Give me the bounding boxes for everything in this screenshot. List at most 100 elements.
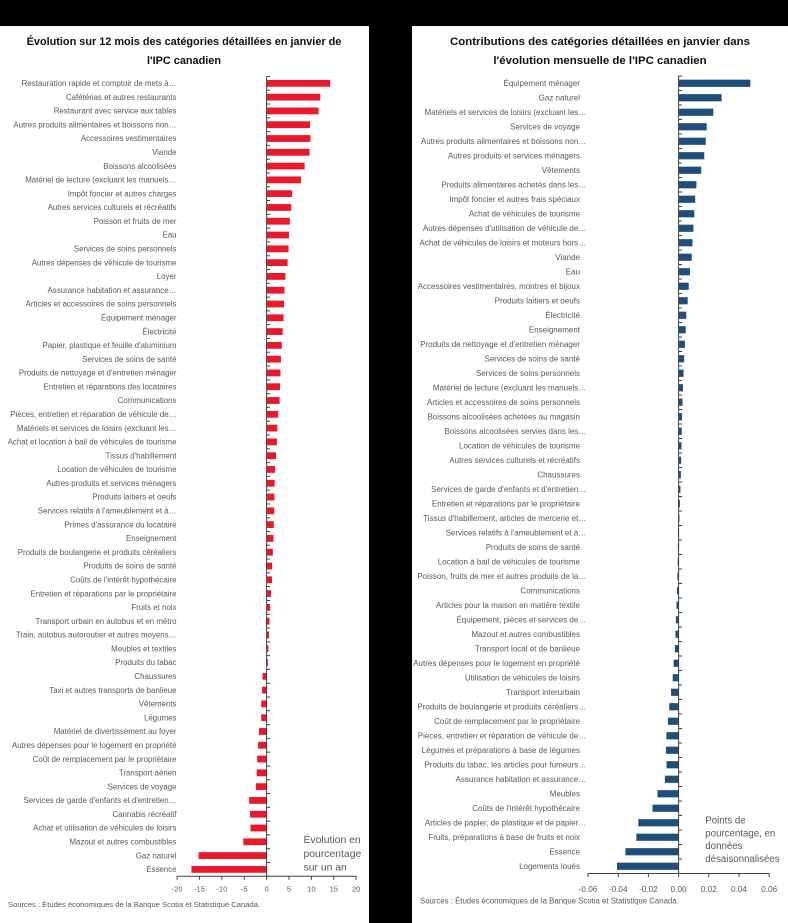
svg-text:Services de garde d'enfants et: Services de garde d'enfants et d'entreti… (431, 485, 586, 494)
svg-text:Autres services culturels et r: Autres services culturels et récréatifs (48, 203, 177, 212)
svg-text:Autres produits et services mé: Autres produits et services ménagers (46, 479, 176, 488)
svg-text:Transport interurbain: Transport interurbain (506, 688, 580, 697)
svg-text:Services de soins personnels: Services de soins personnels (74, 245, 177, 254)
svg-text:Poisson et fruits de mer: Poisson et fruits de mer (94, 217, 177, 226)
svg-text:-10: -10 (216, 884, 227, 893)
svg-text:Entretien et réparations par l: Entretien et réparations par le propriét… (30, 589, 177, 598)
svg-text:-0.06: -0.06 (579, 885, 598, 894)
svg-text:Pièces, entretien et réparatio: Pièces, entretien et réparation de véhic… (418, 732, 587, 741)
svg-text:Viande: Viande (152, 148, 177, 157)
svg-text:Achat et location à bail de vé: Achat et location à bail de véhicules de… (8, 438, 177, 447)
svg-text:Articles pour la maison en mat: Articles pour la maison en matière texti… (436, 601, 581, 610)
svg-text:Loyer: Loyer (157, 272, 177, 281)
svg-text:0.02: 0.02 (701, 885, 717, 894)
svg-text:Services de voyage: Services de voyage (510, 123, 580, 132)
svg-text:Achat de véhicules de loisirs: Achat de véhicules de loisirs et moteurs… (420, 239, 587, 248)
svg-text:Cafétérias et autres restauran: Cafétérias et autres restaurants (66, 93, 177, 102)
svg-text:Articles de papier, de plastiq: Articles de papier, de plastique et de p… (425, 819, 586, 828)
svg-text:Matériels et services de loisi: Matériels et services de loisirs (exclua… (17, 424, 177, 433)
svg-text:Électricité: Électricité (142, 327, 177, 336)
svg-text:Produits de boulangerie et pro: Produits de boulangerie et produits céré… (18, 548, 177, 557)
svg-text:Fruits, préparations à base de: Fruits, préparations à base de fruits et… (428, 833, 580, 842)
svg-text:Mazout et autres combustibles: Mazout et autres combustibles (69, 838, 176, 847)
svg-text:Équipement ménager: Équipement ménager (504, 79, 581, 88)
svg-text:Autres produits alimentaires e: Autres produits alimentaires et boissons… (421, 137, 586, 146)
svg-text:Meubles et textiles: Meubles et textiles (111, 644, 176, 653)
svg-text:Évolution en: Évolution en (304, 833, 361, 846)
svg-text:Services relatifs à l'ameublem: Services relatifs à l'ameublement et à… (446, 529, 587, 538)
svg-text:Points de: Points de (705, 815, 745, 826)
svg-text:Entretien et réparations par l: Entretien et réparations par le propriét… (432, 500, 581, 509)
svg-text:Logements loués: Logements loués (519, 862, 580, 871)
svg-text:Impôt foncier et autres frais: Impôt foncier et autres frais spéciaux (449, 195, 580, 204)
svg-text:Produits de nettoyage et d'ent: Produits de nettoyage et d'entretien mén… (19, 369, 177, 378)
svg-text:Enseignement: Enseignement (126, 534, 177, 543)
svg-text:Équipement ménager: Équipement ménager (101, 313, 177, 322)
svg-text:Coûts de l'intérêt hypothécair: Coûts de l'intérêt hypothécaire (70, 575, 177, 584)
svg-text:désaisonnalisées: désaisonnalisées (705, 854, 779, 865)
svg-text:Location à bail de véhicules d: Location à bail de véhicules de tourisme (438, 558, 581, 567)
svg-text:0: 0 (265, 884, 269, 893)
svg-text:Matériel de lecture (excluant: Matériel de lecture (excluant les manuel… (25, 176, 176, 185)
svg-text:Gaz naturel: Gaz naturel (539, 94, 581, 103)
svg-text:Achat et utilisation de véhicu: Achat et utilisation de véhicules de loi… (33, 824, 176, 833)
svg-text:Sources : Études économiques d: Sources : Études économiques de la Banqu… (420, 897, 679, 906)
svg-text:Matériel de lecture (excluant: Matériel de lecture (excluant les manuel… (433, 384, 586, 393)
svg-text:Services de voyage: Services de voyage (108, 782, 177, 791)
svg-text:Enseignement: Enseignement (529, 326, 581, 335)
svg-text:Location de véhicules de touri: Location de véhicules de tourisme (57, 465, 177, 474)
svg-text:Produits de boulangerie et pro: Produits de boulangerie et produits céré… (417, 703, 586, 712)
svg-text:Communications: Communications (520, 587, 580, 596)
svg-text:l'évolution mensuelle de l'IPC: l'évolution mensuelle de l'IPC canadien (493, 55, 706, 67)
svg-text:Transport local et de banlieue: Transport local et de banlieue (475, 645, 581, 654)
svg-text:20: 20 (352, 884, 360, 893)
svg-text:Coûts de l'intérêt hypothécair: Coûts de l'intérêt hypothécaire (472, 804, 580, 813)
svg-text:Fruits et noix: Fruits et noix (131, 603, 176, 612)
svg-text:Communications: Communications (118, 396, 177, 405)
svg-text:Légumes et préparations à base: Légumes et préparations à base de légume… (422, 746, 580, 755)
svg-text:Taxi et autres transports de b: Taxi et autres transports de banlieue (49, 686, 177, 695)
svg-text:Électricité: Électricité (545, 311, 580, 320)
svg-text:15: 15 (330, 884, 338, 893)
svg-text:Chaussures: Chaussures (134, 672, 176, 681)
svg-text:Pièces, entretien et réparatio: Pièces, entretien et réparation de véhic… (10, 410, 176, 419)
svg-text:Services de soins de santé: Services de soins de santé (484, 355, 580, 364)
svg-text:Produits de soins de santé: Produits de soins de santé (84, 562, 178, 571)
svg-text:Entretien et réparations des l: Entretien et réparations des locataires (44, 382, 177, 391)
svg-text:Gaz naturel: Gaz naturel (136, 851, 177, 860)
svg-text:0.06: 0.06 (761, 885, 777, 894)
svg-text:Boissons alcoolisées: Boissons alcoolisées (103, 162, 176, 171)
svg-text:Produits du tabac: Produits du tabac (115, 658, 176, 667)
svg-text:Vêtements: Vêtements (139, 700, 177, 709)
svg-text:Produits de nettoyage et d'ent: Produits de nettoyage et d'entretien mén… (420, 340, 580, 349)
svg-text:Légumes: Légumes (144, 713, 177, 722)
svg-text:Eau: Eau (162, 231, 176, 240)
svg-text:-20: -20 (172, 884, 183, 893)
svg-text:Services de garde d'enfants et: Services de garde d'enfants et d'entreti… (23, 796, 176, 805)
svg-text:Autres dépenses pour le logeme: Autres dépenses pour le logement en prop… (12, 741, 177, 750)
svg-text:Autres produits et services mé: Autres produits et services ménagers (448, 152, 580, 161)
svg-text:Essence: Essence (549, 848, 580, 857)
svg-text:Mazout et autres combustibles: Mazout et autres combustibles (472, 630, 581, 639)
svg-text:Tissus d'habillement: Tissus d'habillement (106, 451, 178, 460)
svg-text:Produits laitiers et oeufs: Produits laitiers et oeufs (495, 297, 580, 306)
svg-text:Achat de véhicules de tourisme: Achat de véhicules de tourisme (469, 210, 581, 219)
svg-text:Autres dépenses pour le logeme: Autres dépenses pour le logement en prop… (413, 659, 580, 668)
svg-text:Produits alimentaires achetés: Produits alimentaires achetés dans les… (441, 181, 586, 190)
svg-text:Cannabis récréatif: Cannabis récréatif (112, 810, 177, 819)
svg-text:Services relatifs à l'ameublem: Services relatifs à l'ameublement et à… (38, 507, 177, 516)
svg-text:Eau: Eau (566, 268, 580, 277)
svg-text:Essence: Essence (146, 865, 177, 874)
svg-text:Transport urbain en autobus et: Transport urbain en autobus et en métro (36, 617, 178, 626)
svg-text:Autres dépenses d'utilisation: Autres dépenses d'utilisation de véhicul… (423, 224, 586, 233)
svg-text:Articles et accessoires de soi: Articles et accessoires de soins personn… (427, 398, 580, 407)
svg-text:Accessoires vestimentaires, mo: Accessoires vestimentaires, montres et b… (418, 282, 580, 291)
svg-text:Coût de remplacement par le pr: Coût de remplacement par le propriétaire (434, 717, 580, 726)
svg-text:l'IPC canadien: l'IPC canadien (147, 55, 221, 67)
svg-text:Utilisation de véhicules de lo: Utilisation de véhicules de loisirs (465, 674, 580, 683)
svg-text:Location de véhicules de touri: Location de véhicules de tourisme (459, 442, 581, 451)
svg-text:0.00: 0.00 (671, 885, 687, 894)
svg-text:Chaussures: Chaussures (537, 471, 580, 480)
svg-text:Boissons alcoolisées servies d: Boissons alcoolisées servies dans les… (444, 427, 586, 436)
svg-text:Matériels et services de loisi: Matériels et services de loisirs (exclua… (424, 108, 586, 117)
